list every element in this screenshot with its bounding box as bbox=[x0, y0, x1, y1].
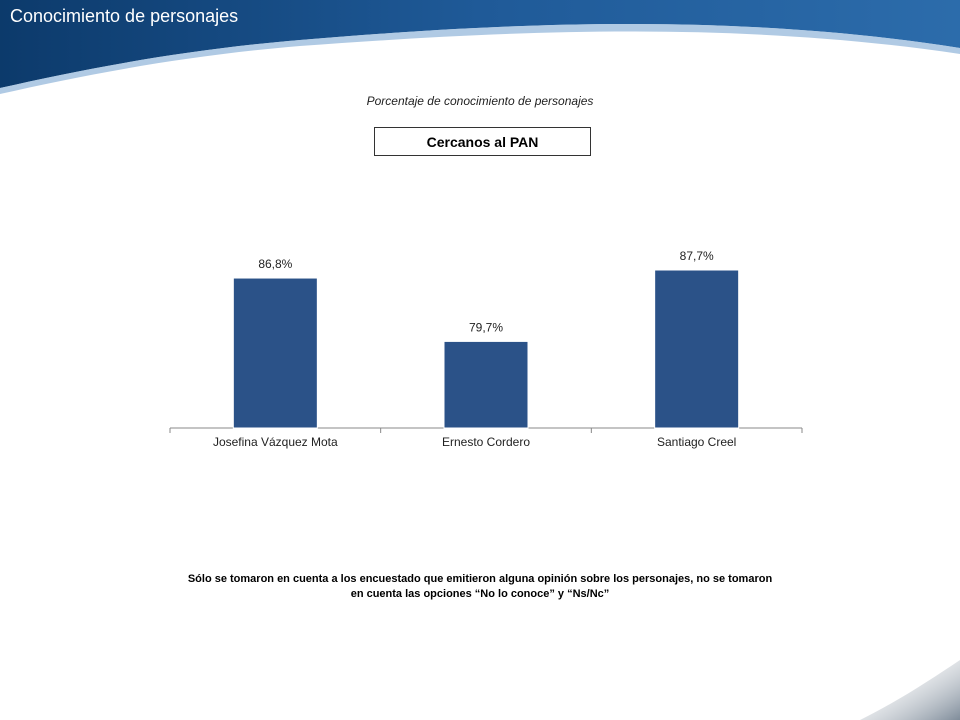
bar-value-label: 79,7% bbox=[469, 320, 503, 334]
group-label: Cercanos al PAN bbox=[426, 133, 539, 150]
bar-value-label: 87,7% bbox=[680, 249, 714, 263]
chart-subtitle: Porcentaje de conocimiento de personajes bbox=[366, 94, 594, 108]
x-tick-label: Josefina Vázquez Mota bbox=[213, 435, 338, 449]
bar bbox=[654, 269, 740, 429]
bar bbox=[443, 340, 529, 429]
x-tick-label: Ernesto Cordero bbox=[442, 435, 530, 449]
bar-value-label: 86,8% bbox=[258, 257, 292, 271]
bar bbox=[232, 277, 318, 429]
x-tick-label: Santiago Creel bbox=[657, 435, 736, 449]
group-label-box: Cercanos al PAN bbox=[374, 127, 591, 156]
footnote: Sólo se tomaron en cuenta a los encuesta… bbox=[40, 572, 920, 602]
header-band bbox=[0, 0, 960, 94]
corner-decoration bbox=[860, 660, 960, 720]
footnote-line-1: Sólo se tomaron en cuenta a los encuesta… bbox=[187, 573, 773, 585]
footnote-line-2: en cuenta las opciones “No lo conoce” y … bbox=[350, 588, 610, 600]
slide-title: Conocimiento de personajes bbox=[10, 6, 239, 26]
